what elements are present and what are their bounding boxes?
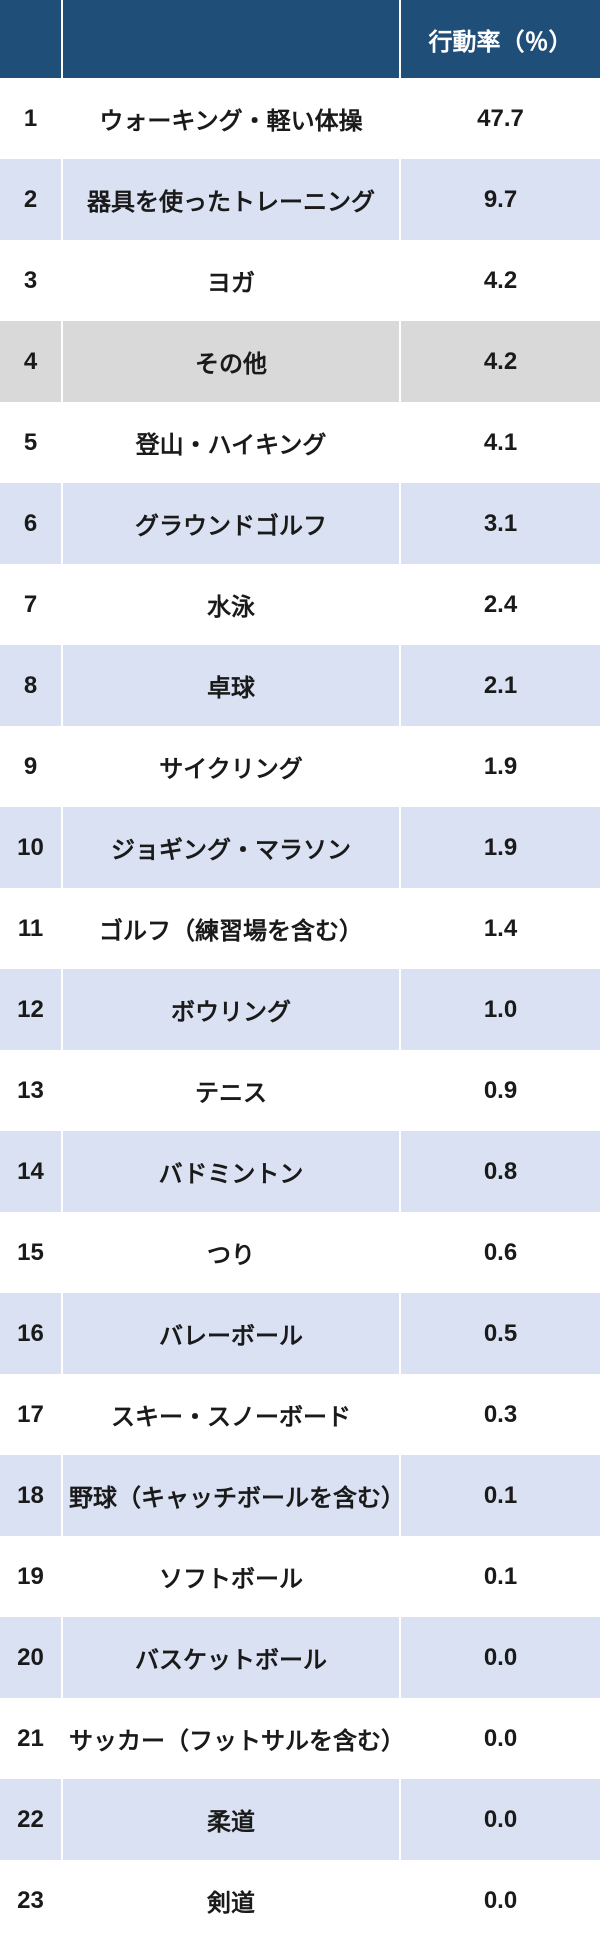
table-row: 13テニス0.9 [0, 1050, 600, 1131]
cell-rank: 14 [0, 1131, 62, 1212]
cell-rank: 12 [0, 969, 62, 1050]
cell-label: ウォーキング・軽い体操 [62, 78, 400, 159]
cell-value: 1.4 [400, 888, 600, 969]
header-rank [0, 0, 62, 78]
cell-value: 0.6 [400, 1212, 600, 1293]
cell-rank: 22 [0, 1779, 62, 1860]
cell-value: 0.8 [400, 1131, 600, 1212]
cell-label: その他 [62, 321, 400, 402]
cell-label: ボウリング [62, 969, 400, 1050]
activity-rate-table: 行動率（％） 1ウォーキング・軽い体操47.72器具を使ったトレーニング9.73… [0, 0, 600, 1941]
cell-value: 0.5 [400, 1293, 600, 1374]
table-row: 9サイクリング1.9 [0, 726, 600, 807]
cell-label: ソフトボール [62, 1536, 400, 1617]
table-row: 1ウォーキング・軽い体操47.7 [0, 78, 600, 159]
cell-rank: 21 [0, 1698, 62, 1779]
table-row: 10ジョギング・マラソン1.9 [0, 807, 600, 888]
table-row: 2器具を使ったトレーニング9.7 [0, 159, 600, 240]
table-row: 18野球（キャッチボールを含む）0.1 [0, 1455, 600, 1536]
cell-label: 剣道 [62, 1860, 400, 1941]
table-row: 6グラウンドゴルフ3.1 [0, 483, 600, 564]
cell-value: 0.3 [400, 1374, 600, 1455]
cell-label: 野球（キャッチボールを含む） [62, 1455, 400, 1536]
cell-value: 0.0 [400, 1617, 600, 1698]
cell-rank: 1 [0, 78, 62, 159]
cell-value: 1.0 [400, 969, 600, 1050]
table-row: 17スキー・スノーボード0.3 [0, 1374, 600, 1455]
cell-rank: 6 [0, 483, 62, 564]
cell-rank: 13 [0, 1050, 62, 1131]
cell-rank: 18 [0, 1455, 62, 1536]
header-label [62, 0, 400, 78]
cell-label: グラウンドゴルフ [62, 483, 400, 564]
table-row: 21サッカー（フットサルを含む）0.0 [0, 1698, 600, 1779]
table-row: 7水泳2.4 [0, 564, 600, 645]
cell-label: つり [62, 1212, 400, 1293]
cell-rank: 19 [0, 1536, 62, 1617]
table-row: 20バスケットボール0.0 [0, 1617, 600, 1698]
table-header-row: 行動率（％） [0, 0, 600, 78]
cell-label: ジョギング・マラソン [62, 807, 400, 888]
cell-label: サッカー（フットサルを含む） [62, 1698, 400, 1779]
cell-rank: 15 [0, 1212, 62, 1293]
cell-rank: 16 [0, 1293, 62, 1374]
table-row: 14バドミントン0.8 [0, 1131, 600, 1212]
table-row: 3ヨガ4.2 [0, 240, 600, 321]
cell-label: 柔道 [62, 1779, 400, 1860]
cell-value: 1.9 [400, 807, 600, 888]
table-row: 5登山・ハイキング4.1 [0, 402, 600, 483]
cell-value: 0.0 [400, 1698, 600, 1779]
cell-value: 2.1 [400, 645, 600, 726]
cell-value: 1.9 [400, 726, 600, 807]
cell-label: バドミントン [62, 1131, 400, 1212]
cell-rank: 11 [0, 888, 62, 969]
cell-value: 0.1 [400, 1455, 600, 1536]
cell-rank: 9 [0, 726, 62, 807]
table-row: 8卓球2.1 [0, 645, 600, 726]
cell-value: 0.1 [400, 1536, 600, 1617]
cell-label: サイクリング [62, 726, 400, 807]
table-body: 1ウォーキング・軽い体操47.72器具を使ったトレーニング9.73ヨガ4.24そ… [0, 78, 600, 1941]
table-row: 19ソフトボール0.1 [0, 1536, 600, 1617]
cell-rank: 4 [0, 321, 62, 402]
table-row: 11ゴルフ（練習場を含む）1.4 [0, 888, 600, 969]
header-value: 行動率（％） [400, 0, 600, 78]
cell-rank: 3 [0, 240, 62, 321]
table-row: 15つり0.6 [0, 1212, 600, 1293]
cell-rank: 2 [0, 159, 62, 240]
cell-label: 器具を使ったトレーニング [62, 159, 400, 240]
cell-rank: 8 [0, 645, 62, 726]
cell-rank: 20 [0, 1617, 62, 1698]
cell-value: 47.7 [400, 78, 600, 159]
cell-value: 2.4 [400, 564, 600, 645]
cell-label: バスケットボール [62, 1617, 400, 1698]
cell-value: 0.9 [400, 1050, 600, 1131]
cell-label: 水泳 [62, 564, 400, 645]
cell-label: ヨガ [62, 240, 400, 321]
cell-value: 4.2 [400, 240, 600, 321]
table-row: 12ボウリング1.0 [0, 969, 600, 1050]
cell-label: スキー・スノーボード [62, 1374, 400, 1455]
cell-label: バレーボール [62, 1293, 400, 1374]
cell-value: 4.1 [400, 402, 600, 483]
cell-label: 登山・ハイキング [62, 402, 400, 483]
cell-value: 9.7 [400, 159, 600, 240]
cell-value: 0.0 [400, 1779, 600, 1860]
cell-rank: 10 [0, 807, 62, 888]
cell-value: 3.1 [400, 483, 600, 564]
table-row: 23剣道0.0 [0, 1860, 600, 1941]
table-row: 22柔道0.0 [0, 1779, 600, 1860]
cell-rank: 17 [0, 1374, 62, 1455]
cell-value: 4.2 [400, 321, 600, 402]
cell-label: ゴルフ（練習場を含む） [62, 888, 400, 969]
cell-label: テニス [62, 1050, 400, 1131]
cell-rank: 7 [0, 564, 62, 645]
cell-rank: 23 [0, 1860, 62, 1941]
cell-label: 卓球 [62, 645, 400, 726]
cell-value: 0.0 [400, 1860, 600, 1941]
table-row: 16バレーボール0.5 [0, 1293, 600, 1374]
cell-rank: 5 [0, 402, 62, 483]
table-row: 4その他4.2 [0, 321, 600, 402]
